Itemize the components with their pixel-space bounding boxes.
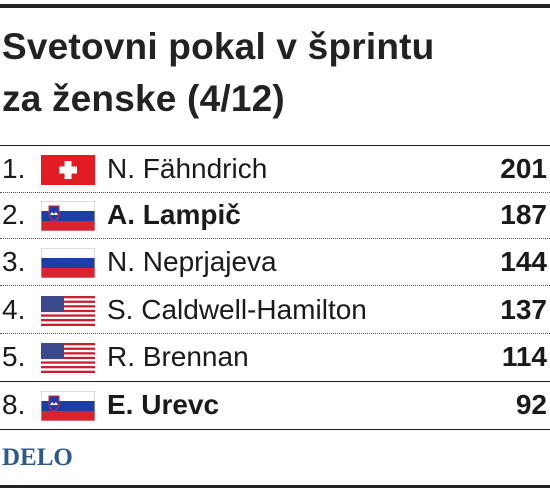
athlete: N. Fähndrich bbox=[107, 153, 268, 184]
rank: 1. bbox=[2, 153, 26, 184]
points: 92 bbox=[515, 389, 547, 420]
points: 144 bbox=[500, 246, 547, 277]
row-separator bbox=[0, 333, 550, 334]
points: 201 bbox=[500, 153, 547, 184]
table-row: 5. R. Brennan 114 bbox=[0, 334, 550, 381]
title-line: za ženske (4/12) bbox=[2, 78, 285, 119]
points: 114 bbox=[501, 341, 547, 372]
points: 137 bbox=[500, 294, 547, 325]
bottom-rule bbox=[0, 485, 550, 488]
rank: 2. bbox=[2, 199, 26, 230]
rank: 4. bbox=[2, 294, 26, 325]
row-separator bbox=[0, 192, 550, 193]
row-separator bbox=[0, 238, 550, 239]
flag bbox=[41, 391, 95, 421]
logo: DELO bbox=[2, 444, 73, 471]
points: 187 bbox=[500, 199, 547, 230]
athlete: S. Caldwell-Hamilton bbox=[107, 294, 367, 325]
table-row: 8. E. Urevc 92 bbox=[0, 382, 550, 429]
table-row: 3. N. Neprjajeva 144 bbox=[0, 239, 550, 286]
athlete: R. Brennan bbox=[107, 341, 249, 372]
table-row: 4. S. Caldwell-Hamilton 137 bbox=[0, 287, 550, 334]
flag bbox=[41, 296, 95, 326]
row-separator bbox=[0, 285, 550, 286]
rank: 3. bbox=[2, 246, 26, 277]
flag bbox=[41, 343, 95, 373]
top-rule bbox=[0, 4, 550, 8]
flag bbox=[41, 201, 95, 231]
athlete: N. Neprjajeva bbox=[107, 246, 277, 277]
header-rule bbox=[0, 145, 550, 146]
rank: 5. bbox=[2, 341, 26, 372]
athlete: A. Lampič bbox=[107, 199, 241, 230]
table-row: 2. A. Lampič 187 bbox=[0, 192, 550, 239]
flag bbox=[41, 155, 95, 185]
table-row: 1. N. Fähndrich 201 bbox=[0, 146, 550, 193]
athlete: E. Urevc bbox=[107, 389, 220, 420]
rank: 8. bbox=[2, 389, 26, 420]
title-line: Svetovni pokal v šprintu bbox=[2, 26, 435, 67]
flag bbox=[41, 248, 95, 278]
table-rule bbox=[0, 429, 550, 430]
row-rule bbox=[0, 381, 550, 382]
